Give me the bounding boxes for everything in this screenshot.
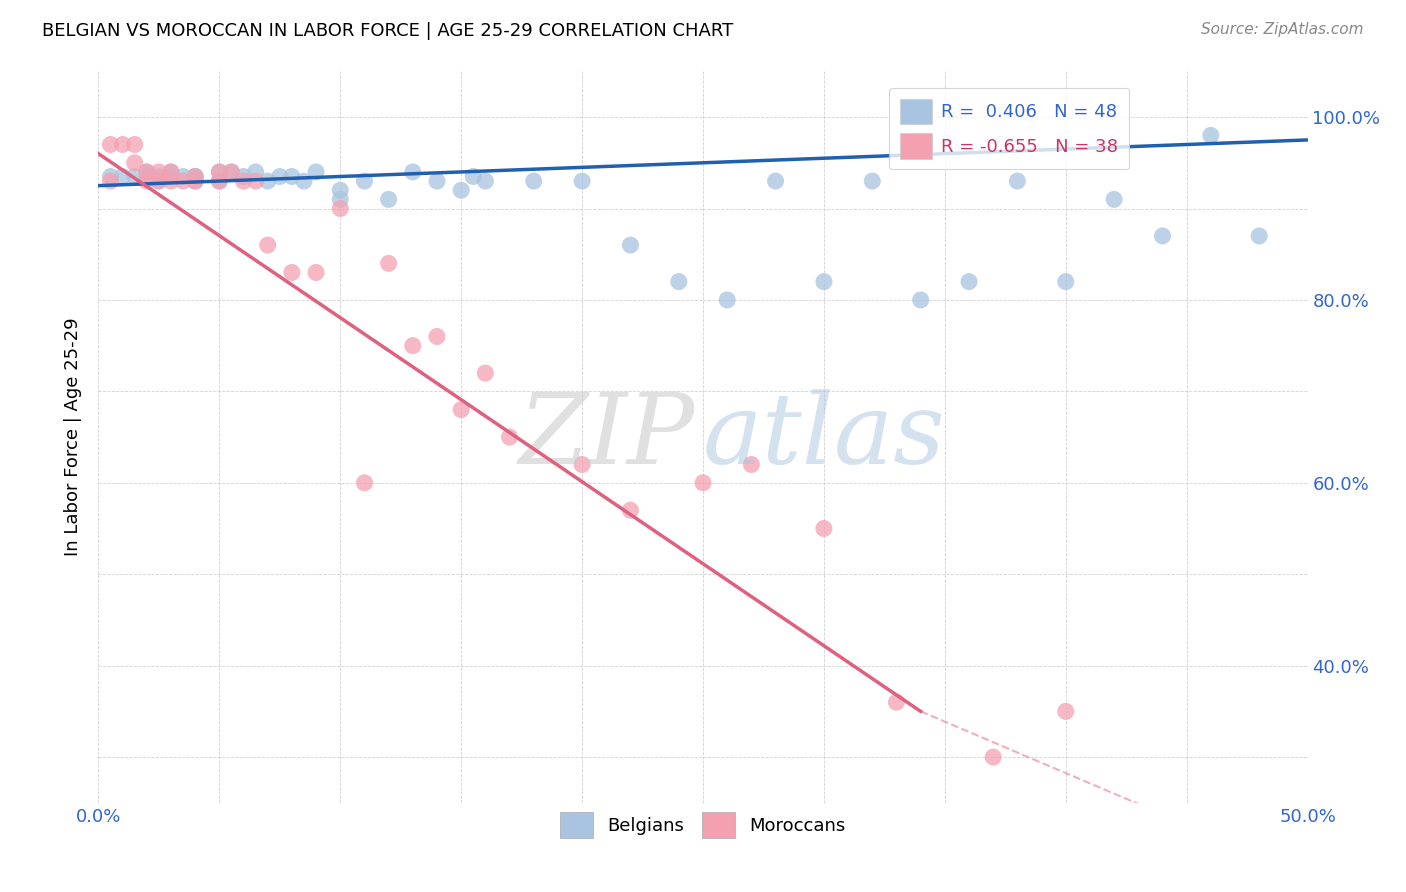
Point <box>329 202 352 216</box>
Point <box>281 266 304 280</box>
Point <box>1054 275 1077 289</box>
Point <box>208 165 231 179</box>
Point <box>232 169 254 184</box>
Point <box>426 329 449 343</box>
Point <box>281 169 304 184</box>
Point <box>184 169 207 184</box>
Point <box>1249 228 1271 243</box>
Point <box>377 256 399 270</box>
Point <box>957 275 980 289</box>
Point <box>111 169 134 184</box>
Point <box>172 174 194 188</box>
Point <box>124 169 146 184</box>
Point <box>498 430 520 444</box>
Point <box>886 695 908 709</box>
Point <box>111 137 134 152</box>
Text: Source: ZipAtlas.com: Source: ZipAtlas.com <box>1201 22 1364 37</box>
Point <box>402 165 425 179</box>
Point <box>160 174 183 188</box>
Point <box>765 174 787 188</box>
Point <box>269 169 291 184</box>
Point <box>208 165 231 179</box>
Point <box>329 183 352 197</box>
Point <box>619 238 641 252</box>
Point <box>208 174 231 188</box>
Point <box>305 165 328 179</box>
Point <box>1199 128 1222 143</box>
Point <box>981 750 1004 764</box>
Point <box>1102 192 1125 206</box>
Point <box>353 475 375 490</box>
Point <box>172 169 194 184</box>
Point <box>135 165 157 179</box>
Point <box>377 192 399 206</box>
Point <box>160 165 183 179</box>
Text: ZIP: ZIP <box>519 390 695 484</box>
Point <box>160 169 183 184</box>
Point <box>221 165 243 179</box>
Point <box>740 458 762 472</box>
Point <box>100 174 122 188</box>
Point <box>148 174 170 188</box>
Point <box>208 174 231 188</box>
Point <box>1054 705 1077 719</box>
Point <box>1007 174 1029 188</box>
Point <box>221 165 243 179</box>
Point <box>571 458 593 472</box>
Point <box>305 266 328 280</box>
Point <box>450 402 472 417</box>
Point <box>100 137 122 152</box>
Point <box>256 238 278 252</box>
Point <box>692 475 714 490</box>
Point <box>523 174 546 188</box>
Point <box>474 174 496 188</box>
Point <box>619 503 641 517</box>
Point <box>160 165 183 179</box>
Point <box>668 275 690 289</box>
Point <box>329 192 352 206</box>
Point <box>148 165 170 179</box>
Legend: Belgians, Moroccans: Belgians, Moroccans <box>553 805 853 845</box>
Point <box>910 293 932 307</box>
Text: BELGIAN VS MOROCCAN IN LABOR FORCE | AGE 25-29 CORRELATION CHART: BELGIAN VS MOROCCAN IN LABOR FORCE | AGE… <box>42 22 734 40</box>
Point <box>232 174 254 188</box>
Point <box>148 169 170 184</box>
Point <box>474 366 496 380</box>
Point <box>450 183 472 197</box>
Point <box>245 165 267 179</box>
Point <box>353 174 375 188</box>
Point <box>1152 228 1174 243</box>
Point <box>292 174 315 188</box>
Point <box>402 339 425 353</box>
Point <box>813 521 835 535</box>
Point <box>813 275 835 289</box>
Point <box>124 137 146 152</box>
Text: atlas: atlas <box>703 390 945 484</box>
Point <box>716 293 738 307</box>
Point <box>135 174 157 188</box>
Point <box>426 174 449 188</box>
Point <box>184 174 207 188</box>
Point <box>184 174 207 188</box>
Point <box>463 169 485 184</box>
Point <box>245 174 267 188</box>
Point <box>135 165 157 179</box>
Y-axis label: In Labor Force | Age 25-29: In Labor Force | Age 25-29 <box>65 318 83 557</box>
Point <box>135 169 157 184</box>
Point <box>148 174 170 188</box>
Point <box>184 169 207 184</box>
Point <box>571 174 593 188</box>
Point <box>100 169 122 184</box>
Point <box>860 174 883 188</box>
Point <box>184 169 207 184</box>
Point <box>124 155 146 169</box>
Point <box>256 174 278 188</box>
